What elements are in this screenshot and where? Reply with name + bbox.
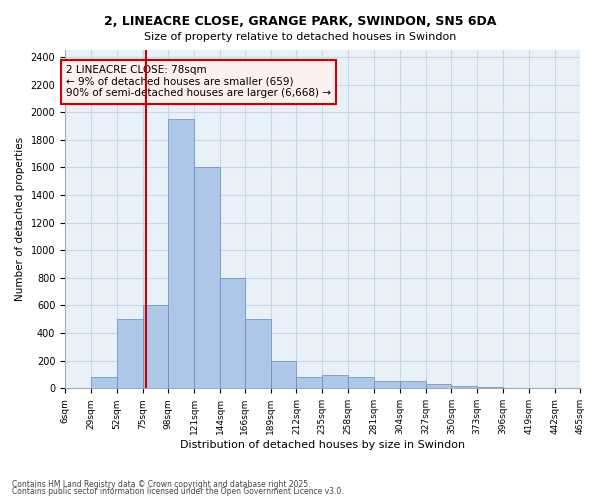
Bar — [271, 360, 296, 388]
Text: Contains public sector information licensed under the Open Government Licence v3: Contains public sector information licen… — [12, 487, 344, 496]
Bar — [425, 384, 451, 388]
Bar — [194, 168, 220, 388]
Y-axis label: Number of detached properties: Number of detached properties — [15, 137, 25, 301]
Bar — [296, 378, 322, 388]
Bar — [400, 382, 425, 388]
Bar — [322, 374, 348, 388]
Bar — [245, 320, 271, 388]
Bar — [116, 320, 143, 388]
Text: 2, LINEACRE CLOSE, GRANGE PARK, SWINDON, SN5 6DA: 2, LINEACRE CLOSE, GRANGE PARK, SWINDON,… — [104, 15, 496, 28]
Bar — [220, 278, 245, 388]
Bar — [348, 378, 374, 388]
Bar — [477, 387, 503, 388]
Bar — [374, 382, 400, 388]
Text: Size of property relative to detached houses in Swindon: Size of property relative to detached ho… — [144, 32, 456, 42]
Text: 2 LINEACRE CLOSE: 78sqm
← 9% of detached houses are smaller (659)
90% of semi-de: 2 LINEACRE CLOSE: 78sqm ← 9% of detached… — [66, 65, 331, 98]
Bar — [143, 306, 169, 388]
Bar — [169, 119, 194, 388]
Bar — [451, 386, 477, 388]
Text: Contains HM Land Registry data © Crown copyright and database right 2025.: Contains HM Land Registry data © Crown c… — [12, 480, 311, 489]
X-axis label: Distribution of detached houses by size in Swindon: Distribution of detached houses by size … — [180, 440, 466, 450]
Bar — [91, 378, 116, 388]
